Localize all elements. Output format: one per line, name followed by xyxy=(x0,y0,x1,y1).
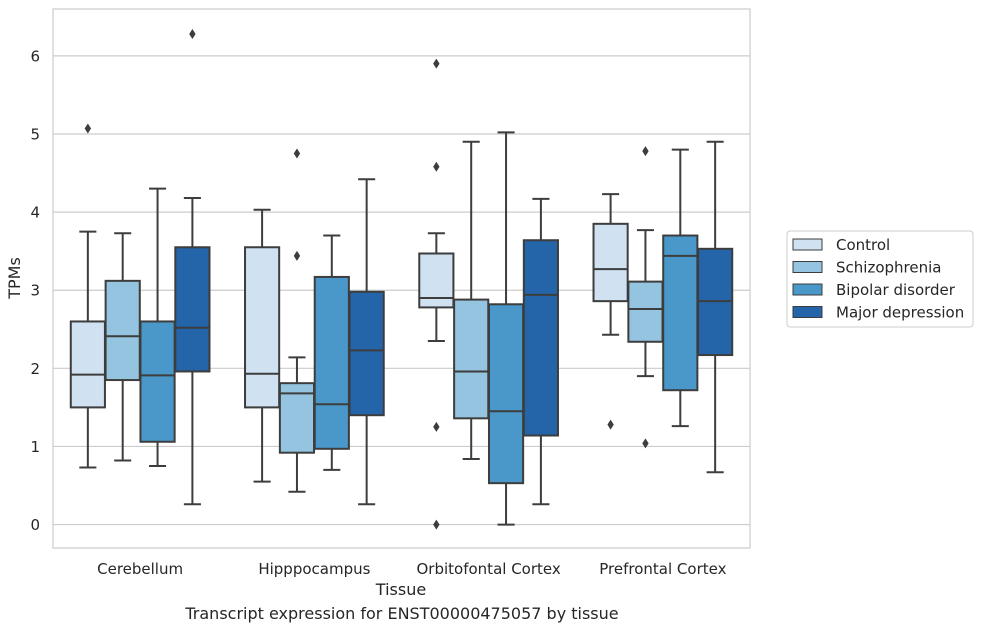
legend-label: Control xyxy=(836,236,890,254)
legend-swatch xyxy=(792,283,823,296)
x-tick-label: Hipppocampus xyxy=(258,560,370,578)
y-tick-label: 6 xyxy=(30,47,40,65)
box-iqr xyxy=(244,246,281,409)
box-3-3 xyxy=(697,140,734,474)
outlier-point xyxy=(433,519,440,530)
figure-caption: Transcript expression for ENST0000047505… xyxy=(185,604,619,623)
box-iqr xyxy=(592,222,629,303)
box-iqr xyxy=(104,279,141,382)
box-2-0 xyxy=(418,58,455,530)
y-tick-label: 3 xyxy=(30,282,40,300)
legend-swatch xyxy=(792,261,823,273)
legend: Control Schizophrenia Bipolar disorder Majo… xyxy=(786,230,974,328)
legend-label: Bipolar disorder xyxy=(836,281,956,299)
outlier-point xyxy=(607,419,614,430)
y-axis-tick-labels: 0 1 2 3 4 5 6 xyxy=(30,47,40,534)
y-tick-label: 0 xyxy=(30,516,40,534)
legend-swatch xyxy=(792,238,823,251)
y-axis-label: TPMs xyxy=(5,257,24,300)
box-1-3 xyxy=(348,178,385,506)
legend-frame xyxy=(786,230,974,328)
box-3-2 xyxy=(662,148,699,428)
legend-label: Schizophrenia xyxy=(836,259,941,277)
plot-area-frame xyxy=(52,8,751,549)
box-plot-chart: 0 1 2 3 4 5 6 Cerebellum Hipppocampus Orbitofont… xyxy=(5,8,974,599)
boxes-layer xyxy=(69,28,734,530)
outlier-point xyxy=(642,146,649,157)
outlier-point xyxy=(433,421,440,432)
box-0-2 xyxy=(139,187,176,467)
outlier-point xyxy=(84,123,92,134)
outlier-point xyxy=(433,58,440,69)
box-iqr xyxy=(313,275,350,450)
outlier-point xyxy=(189,28,196,39)
y-tick-label: 1 xyxy=(30,438,40,456)
box-1-1 xyxy=(278,148,316,493)
box-0-0 xyxy=(69,123,106,469)
box-iqr xyxy=(662,234,699,392)
box-iqr xyxy=(348,290,385,417)
y-tick-label: 2 xyxy=(30,360,40,378)
y-tick-label: 5 xyxy=(30,125,40,143)
box-iqr xyxy=(522,239,559,437)
box-iqr xyxy=(139,320,176,443)
outlier-point xyxy=(293,250,301,261)
box-1-2 xyxy=(313,234,350,471)
box-0-3 xyxy=(174,28,211,506)
legend-swatch xyxy=(792,306,823,318)
box-2-3 xyxy=(522,197,559,506)
x-tick-label: Orbitofontal Cortex xyxy=(417,560,561,578)
y-tick-label: 4 xyxy=(30,204,40,222)
box-iqr xyxy=(487,303,525,485)
box-iqr xyxy=(453,298,490,420)
x-axis-tick-labels: Cerebellum Hipppocampus Orbitofontal Corte… xyxy=(97,560,726,578)
box-iqr xyxy=(174,246,211,373)
box-iqr xyxy=(627,280,664,343)
box-2-2 xyxy=(487,131,525,526)
box-iqr xyxy=(418,252,455,309)
box-3-1 xyxy=(627,146,664,449)
box-1-0 xyxy=(244,208,281,483)
legend-label: Major depression xyxy=(836,304,964,322)
outlier-point xyxy=(293,148,301,159)
box-3-0 xyxy=(592,193,629,430)
box-0-1 xyxy=(104,232,141,462)
x-tick-label: Prefrontal Cortex xyxy=(599,560,726,578)
outlier-point xyxy=(433,161,440,172)
x-axis-label: Tissue xyxy=(375,580,426,599)
box-2-1 xyxy=(453,140,490,460)
box-iqr xyxy=(69,320,106,409)
x-tick-label: Cerebellum xyxy=(97,560,183,578)
outlier-point xyxy=(642,438,649,449)
